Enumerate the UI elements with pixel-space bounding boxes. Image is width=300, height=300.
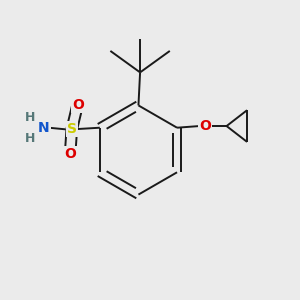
Text: N: N bbox=[38, 121, 50, 135]
Text: O: O bbox=[199, 119, 211, 133]
Text: S: S bbox=[67, 122, 77, 136]
Text: H: H bbox=[25, 111, 35, 124]
Text: H: H bbox=[25, 132, 35, 145]
Text: O: O bbox=[64, 147, 76, 161]
Text: O: O bbox=[72, 98, 84, 112]
